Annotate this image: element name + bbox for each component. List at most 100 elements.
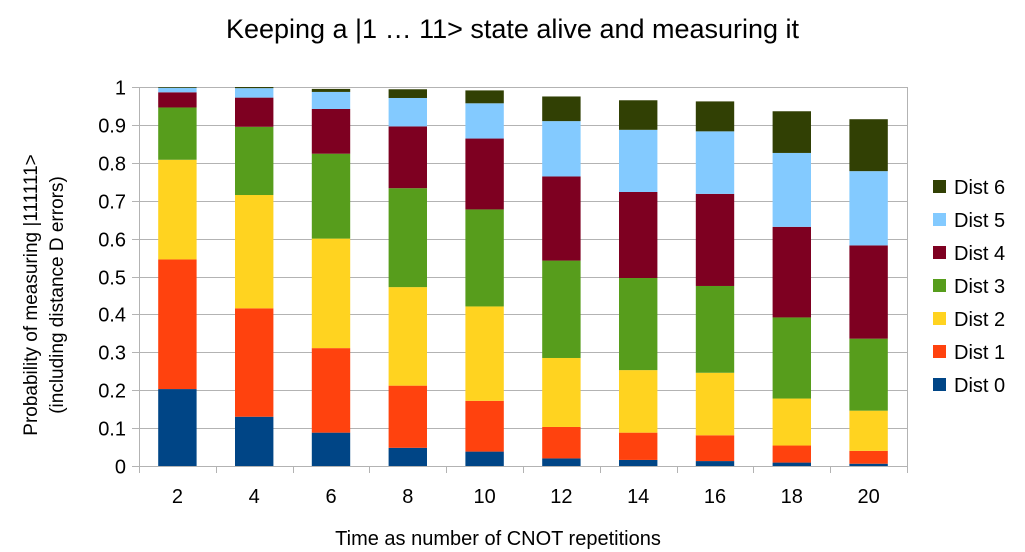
legend-label: Dist 0 bbox=[954, 375, 1005, 397]
bar-segment-dist-4-12 bbox=[542, 176, 581, 261]
x-tick-label: 6 bbox=[325, 486, 336, 508]
x-tick-label: 16 bbox=[704, 486, 726, 508]
y-tick-label: 0.2 bbox=[98, 381, 126, 403]
legend-label: Dist 5 bbox=[954, 210, 1005, 232]
x-tick-label: 14 bbox=[627, 486, 649, 508]
bar-segment-dist-1-2 bbox=[158, 259, 197, 390]
bar-segment-dist-4-6 bbox=[311, 108, 351, 154]
bar-segment-dist-0-14 bbox=[619, 459, 658, 466]
bar-segment-dist-5-16 bbox=[695, 131, 735, 194]
bar-segment-dist-0-16 bbox=[695, 461, 735, 466]
bar-segment-dist-2-20 bbox=[849, 410, 888, 451]
bar-segment-dist-1-6 bbox=[311, 348, 351, 433]
legend-label: Dist 1 bbox=[954, 342, 1005, 364]
bar-segment-dist-2-8 bbox=[388, 287, 427, 386]
bar-segment-dist-0-10 bbox=[465, 451, 504, 466]
bar-segment-dist-5-10 bbox=[465, 103, 504, 139]
bar-segment-dist-1-8 bbox=[388, 385, 427, 448]
x-tick-label: 2 bbox=[172, 486, 183, 508]
bar-segment-dist-2-12 bbox=[542, 357, 581, 427]
bar-segment-dist-5-4 bbox=[235, 88, 274, 98]
y-tick-label: 0.1 bbox=[98, 419, 126, 441]
legend-swatch-dist-0 bbox=[933, 378, 946, 391]
legend-label: Dist 4 bbox=[954, 243, 1005, 265]
bar-segment-dist-1-12 bbox=[542, 426, 581, 459]
bar-segment-dist-3-20 bbox=[849, 338, 888, 411]
bar-segment-dist-4-8 bbox=[388, 126, 427, 189]
bar-segment-dist-6-4 bbox=[235, 87, 274, 89]
bar-segment-dist-4-18 bbox=[772, 226, 811, 318]
x-tick-label: 18 bbox=[781, 486, 803, 508]
bar-segment-dist-6-6 bbox=[311, 88, 351, 92]
legend-label: Dist 3 bbox=[954, 276, 1005, 298]
bar-segment-dist-3-6 bbox=[311, 153, 351, 239]
bar-segment-dist-2-6 bbox=[311, 238, 351, 349]
bar-segment-dist-6-8 bbox=[388, 89, 427, 98]
bar-segment-dist-3-10 bbox=[465, 209, 504, 307]
bar-segment-dist-6-20 bbox=[849, 119, 888, 172]
bar-segment-dist-2-18 bbox=[772, 398, 811, 446]
bar-segment-dist-5-20 bbox=[849, 171, 888, 246]
bar-segment-dist-3-2 bbox=[158, 107, 197, 160]
legend-label: Dist 6 bbox=[954, 177, 1005, 199]
bar-segment-dist-4-20 bbox=[849, 245, 888, 339]
bar-segment-dist-4-10 bbox=[465, 138, 504, 210]
bar-segment-dist-6-2 bbox=[158, 87, 197, 88]
bar-segment-dist-2-14 bbox=[619, 370, 658, 433]
x-tick-label: 12 bbox=[550, 486, 572, 508]
bar-segment-dist-0-20 bbox=[849, 463, 888, 466]
bar-segment-dist-0-4 bbox=[235, 416, 274, 466]
bar-segment-dist-5-6 bbox=[311, 91, 351, 109]
bar-segment-dist-5-2 bbox=[158, 87, 197, 93]
y-axis-subtitle: (including distance D errors) bbox=[47, 176, 68, 414]
bar-segment-dist-2-10 bbox=[465, 306, 504, 401]
y-axis-title: Probability of measuring |111111> bbox=[21, 154, 42, 435]
y-tick-label: 0.6 bbox=[98, 230, 126, 252]
bar-segment-dist-1-18 bbox=[772, 445, 811, 463]
y-tick-label: 0.7 bbox=[98, 192, 126, 214]
legend-swatch-dist-2 bbox=[933, 312, 946, 325]
bars bbox=[158, 87, 888, 466]
bar-segment-dist-4-4 bbox=[235, 97, 274, 127]
bar-segment-dist-5-8 bbox=[388, 97, 427, 127]
bar-segment-dist-6-10 bbox=[465, 90, 504, 104]
bar-segment-dist-0-18 bbox=[772, 462, 811, 466]
legend[interactable]: Dist 6 Dist 5 Dist 4 Dist 3 Dist 2 Dist 1 Dist… bbox=[933, 177, 1005, 397]
bar-segment-dist-0-8 bbox=[388, 447, 427, 466]
bar-segment-dist-6-16 bbox=[695, 101, 735, 132]
bar-segment-dist-2-2 bbox=[158, 159, 197, 260]
bar-segment-dist-3-12 bbox=[542, 260, 581, 358]
legend-swatch-dist-1 bbox=[933, 345, 946, 358]
bar-segment-dist-3-16 bbox=[695, 285, 735, 373]
bar-segment-dist-1-16 bbox=[695, 435, 735, 462]
bar-segment-dist-3-4 bbox=[235, 126, 274, 196]
chart-title: Keeping a |1 … 11> state alive and measu… bbox=[225, 14, 800, 44]
legend-swatch-dist-5 bbox=[933, 213, 946, 226]
y-tick-label: 0.5 bbox=[98, 268, 126, 290]
y-tick-label: 0.8 bbox=[98, 154, 126, 176]
bar-segment-dist-5-18 bbox=[772, 152, 811, 227]
bar-segment-dist-1-20 bbox=[849, 450, 888, 464]
axes: 00.10.20.30.40.50.60.70.80.912 4 6 8 10 12 14 1… bbox=[98, 78, 908, 508]
bar-segment-dist-3-8 bbox=[388, 188, 427, 288]
bar-segment-dist-1-4 bbox=[235, 308, 274, 417]
bar-segment-dist-6-12 bbox=[542, 96, 581, 122]
x-axis-title: Time as number of CNOT repetitions bbox=[335, 528, 661, 550]
legend-label: Dist 2 bbox=[954, 309, 1005, 331]
bar-segment-dist-2-4 bbox=[235, 195, 274, 309]
bar-segment-dist-4-16 bbox=[695, 193, 735, 286]
y-tick-label: 0.4 bbox=[98, 305, 126, 327]
legend-swatch-dist-4 bbox=[933, 246, 946, 259]
bar-segment-dist-5-12 bbox=[542, 121, 581, 177]
bar-segment-dist-1-14 bbox=[619, 432, 658, 460]
bar-segment-dist-6-18 bbox=[772, 111, 811, 153]
bar-segment-dist-5-14 bbox=[619, 129, 658, 192]
bar-segment-dist-0-2 bbox=[158, 389, 197, 466]
y-tick-label: 0.3 bbox=[98, 343, 126, 365]
y-tick-label: 0 bbox=[115, 457, 126, 479]
bar-segment-dist-4-2 bbox=[158, 92, 197, 108]
bar-segment-dist-6-14 bbox=[619, 100, 658, 130]
legend-swatch-dist-6 bbox=[933, 180, 946, 193]
bar-segment-dist-2-16 bbox=[695, 372, 735, 436]
